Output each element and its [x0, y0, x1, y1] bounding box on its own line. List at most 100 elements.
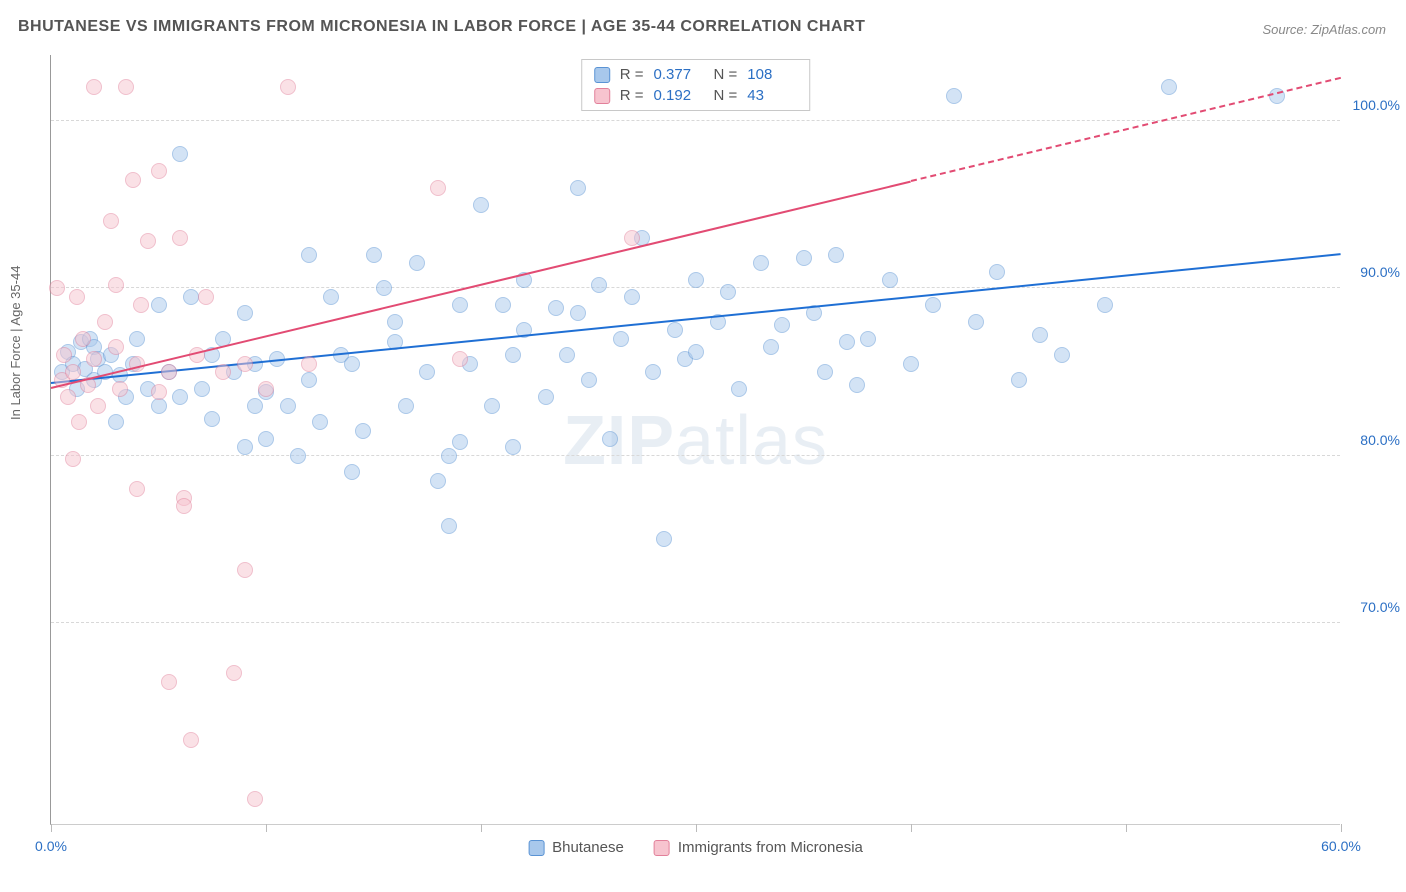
scatter-point	[237, 356, 253, 372]
scatter-point	[301, 356, 317, 372]
scatter-point	[151, 163, 167, 179]
scatter-point	[172, 146, 188, 162]
scatter-point	[538, 389, 554, 405]
scatter-point	[198, 289, 214, 305]
scatter-point	[398, 398, 414, 414]
scatter-point	[774, 317, 790, 333]
scatter-point	[946, 88, 962, 104]
source-attribution: Source: ZipAtlas.com	[1262, 22, 1386, 37]
scatter-point	[108, 277, 124, 293]
scatter-point	[247, 398, 263, 414]
scatter-point	[409, 255, 425, 271]
scatter-point	[968, 314, 984, 330]
x-tick	[911, 824, 912, 832]
legend: Bhutanese Immigrants from Micronesia	[528, 839, 863, 856]
scatter-point	[108, 339, 124, 355]
scatter-point	[624, 289, 640, 305]
scatter-point	[237, 305, 253, 321]
scatter-point	[183, 732, 199, 748]
scatter-point	[484, 398, 500, 414]
scatter-point	[688, 272, 704, 288]
scatter-point	[613, 331, 629, 347]
scatter-point	[133, 297, 149, 313]
scatter-point	[215, 364, 231, 380]
scatter-point	[108, 414, 124, 430]
stat-label: N =	[714, 66, 738, 83]
stat-label: R =	[620, 87, 644, 104]
stat-value: 0.377	[654, 66, 704, 83]
scatter-point	[452, 297, 468, 313]
scatter-point	[112, 381, 128, 397]
scatter-point	[71, 414, 87, 430]
scatter-point	[323, 289, 339, 305]
scatter-point	[344, 464, 360, 480]
scatter-point	[903, 356, 919, 372]
scatter-point	[849, 377, 865, 393]
scatter-point	[258, 381, 274, 397]
scatter-point	[570, 305, 586, 321]
scatter-point	[882, 272, 898, 288]
scatter-point	[548, 300, 564, 316]
scatter-point	[441, 518, 457, 534]
scatter-point	[194, 381, 210, 397]
scatter-point	[860, 331, 876, 347]
scatter-point	[151, 384, 167, 400]
scatter-point	[731, 381, 747, 397]
correlation-stats-box: R = 0.377 N = 108 R = 0.192 N = 43	[581, 59, 811, 111]
scatter-point	[90, 398, 106, 414]
x-tick	[266, 824, 267, 832]
scatter-point	[118, 79, 134, 95]
y-tick-label: 70.0%	[1360, 599, 1400, 615]
scatter-point	[247, 791, 263, 807]
scatter-point	[1097, 297, 1113, 313]
scatter-point	[452, 434, 468, 450]
scatter-point	[419, 364, 435, 380]
scatter-point	[280, 398, 296, 414]
scatter-point	[125, 172, 141, 188]
trend-line	[911, 77, 1341, 182]
scatter-point	[60, 389, 76, 405]
scatter-point	[688, 344, 704, 360]
scatter-point	[387, 314, 403, 330]
scatter-point	[86, 351, 102, 367]
scatter-point	[645, 364, 661, 380]
scatter-point	[301, 372, 317, 388]
x-tick	[51, 824, 52, 832]
scatter-point	[75, 331, 91, 347]
swatch-icon	[528, 840, 544, 856]
x-tick	[696, 824, 697, 832]
watermark-bold: ZIP	[563, 401, 675, 479]
scatter-point	[183, 289, 199, 305]
scatter-point	[828, 247, 844, 263]
scatter-point	[140, 233, 156, 249]
swatch-icon	[654, 840, 670, 856]
scatter-point	[581, 372, 597, 388]
scatter-point	[65, 451, 81, 467]
scatter-point	[495, 297, 511, 313]
y-tick-label: 80.0%	[1360, 432, 1400, 448]
stats-row: R = 0.192 N = 43	[594, 85, 798, 106]
scatter-point	[161, 364, 177, 380]
scatter-point	[290, 448, 306, 464]
scatter-point	[473, 197, 489, 213]
scatter-point	[989, 264, 1005, 280]
scatter-point	[763, 339, 779, 355]
stat-label: N =	[714, 87, 738, 104]
scatter-point	[49, 280, 65, 296]
scatter-point	[1054, 347, 1070, 363]
scatter-point	[344, 356, 360, 372]
scatter-point	[237, 439, 253, 455]
scatter-point	[720, 284, 736, 300]
scatter-point	[129, 331, 145, 347]
scatter-point	[280, 79, 296, 95]
stat-value: 0.192	[654, 87, 704, 104]
watermark-thin: atlas	[675, 401, 828, 479]
scatter-point	[505, 347, 521, 363]
scatter-point	[86, 79, 102, 95]
x-tick	[1126, 824, 1127, 832]
scatter-point	[376, 280, 392, 296]
scatter-point	[172, 230, 188, 246]
scatter-point	[441, 448, 457, 464]
y-tick-label: 90.0%	[1360, 264, 1400, 280]
scatter-point	[591, 277, 607, 293]
